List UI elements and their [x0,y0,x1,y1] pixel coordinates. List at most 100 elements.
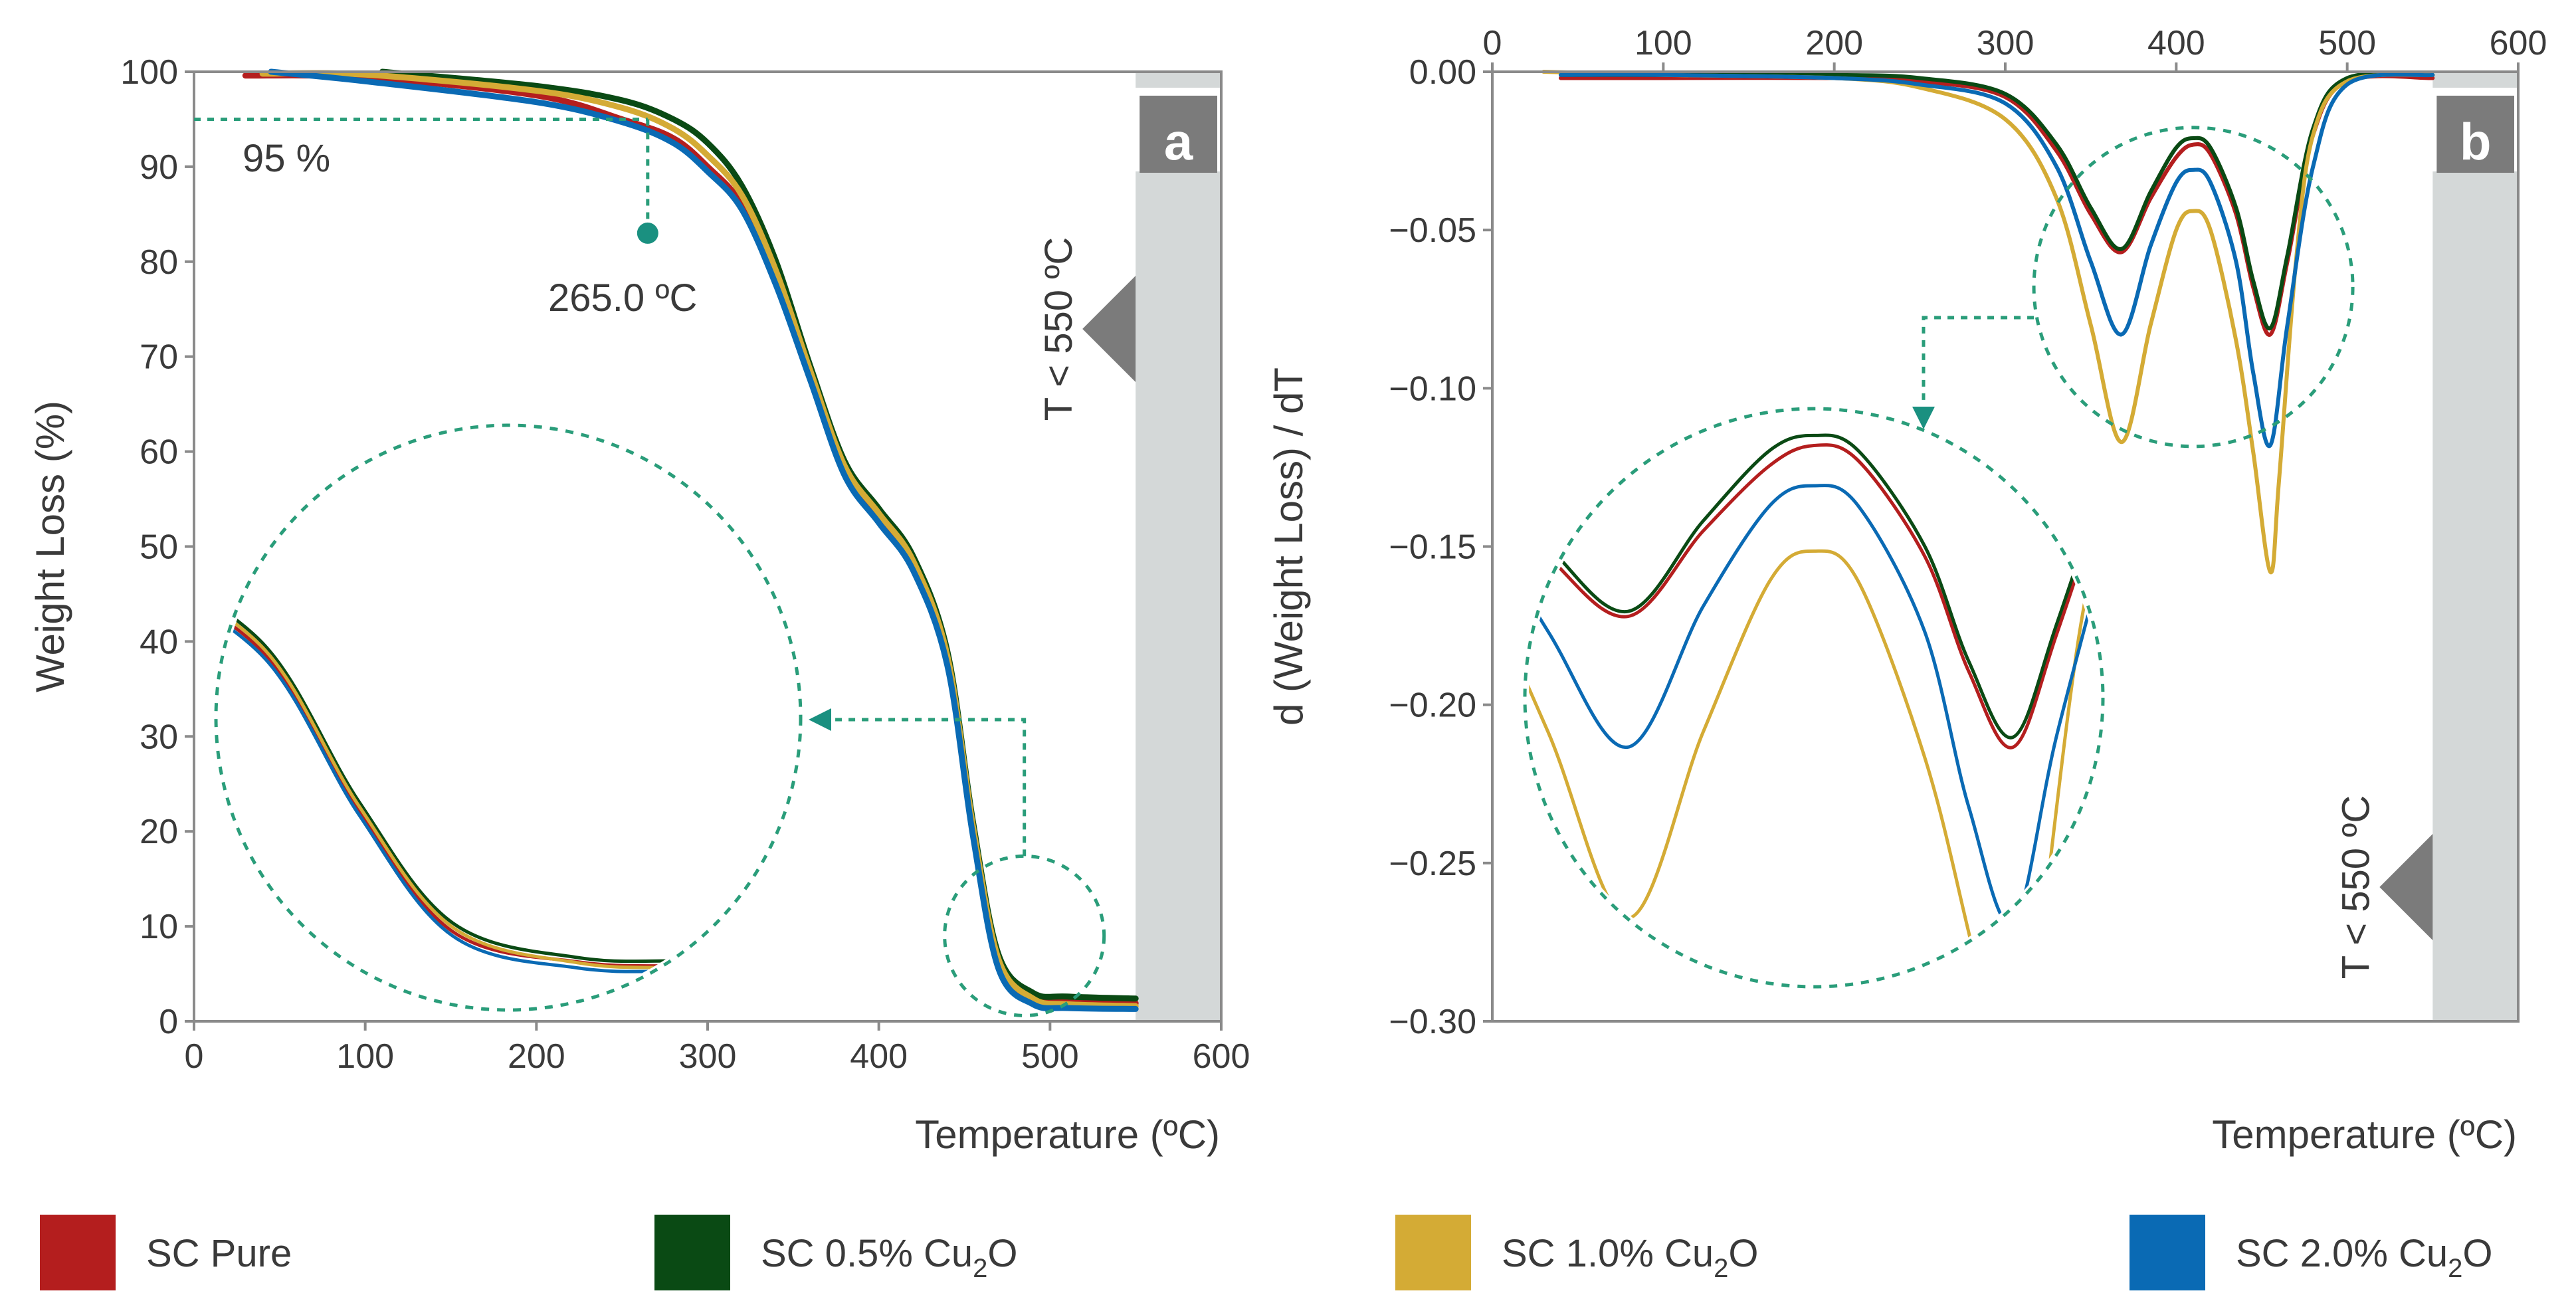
zoom-connector [821,718,1027,857]
zoom-connector [1922,316,2034,405]
x-tick-label: 100 [336,1037,394,1076]
x-tick-label: 200 [1805,24,1863,62]
panel-b-y-axis-label: d (Weight Loss) / dT [1266,367,1311,726]
high-temperature-band-top [2432,72,2518,88]
panel-letter-box [1139,96,1217,173]
panel-a-zoom-inset [214,423,803,1012]
x-tick-label: 100 [1635,24,1692,62]
legend-label-subscript: 2 [1714,1254,1728,1283]
zoom-circle [214,423,803,1012]
legend-label: SC Pure [146,1232,292,1275]
high-temperature-band [1136,171,1221,1021]
y-tick-label: 70 [140,338,178,377]
y-tick-label: 100 [120,53,178,92]
threshold-annotation: 95 % [243,137,330,180]
panel-b-region-label: T < 550 ºC [2334,795,2377,979]
zoom-arrowhead [809,708,831,731]
region-pointer [2379,834,2433,940]
onset-temperature-annotation: 265.0 ºC [548,276,697,320]
zoom-circle [1523,407,2105,989]
panel-a-letter-box [1082,96,1217,382]
series-line [1558,72,2435,449]
panel-b: 0 100 200 300 400 500 600 0.00 −0.05 −0.10 −0.15 −… [1266,24,2547,1157]
y-tick-label: −0.05 [1389,211,1476,250]
x-tick-label: 600 [2490,24,2547,62]
legend-label: SC 2.0% Cu2O [2236,1232,2493,1283]
x-tick-label: 0 [185,1037,204,1076]
legend-swatch [1395,1215,1471,1290]
x-tick-label: 300 [679,1037,737,1076]
zoom-source-circle [943,854,1106,1017]
y-tick-label: 20 [140,813,178,851]
legend-label-subscript: 2 [2448,1254,2462,1283]
legend-label: SC 1.0% Cu2O [1502,1232,1759,1283]
panel-b-y-ticks: 0.00 −0.05 −0.10 −0.15 −0.20 −0.25 −0.30 [1389,53,1492,1041]
x-tick-label: 500 [1021,1037,1079,1076]
zoom-series-line [1529,480,2099,926]
panel-a: 0 100 200 300 400 500 600 0 10 20 30 40 50 60 70 80 90 1… [28,53,1250,1157]
legend-label-suffix: O [987,1232,1017,1275]
x-tick-label: 300 [1977,24,2034,62]
legend-swatch [40,1215,116,1290]
panel-a-x-axis-label: Temperature (ºC) [915,1112,1220,1157]
y-tick-label: 0 [159,1003,178,1041]
x-tick-label: 400 [2147,24,2205,62]
legend-label-suffix: O [2462,1232,2492,1275]
panel-b-zoom-inset [1523,126,2355,989]
legend-label-suffix: O [1728,1232,1758,1275]
panel-letter-box [2436,96,2514,173]
panel-a-region-label: T < 550 ºC [1037,237,1080,421]
legend-label-main: SC 2.0% Cu [2236,1232,2448,1275]
panel-a-y-ticks: 0 10 20 30 40 50 60 70 80 90 100 [120,53,194,1041]
y-tick-label: 40 [140,623,178,661]
y-tick-label: 60 [140,433,178,472]
legend: SC Pure SC 0.5% Cu2O SC 1.0% Cu2O SC 2.0% C… [40,1215,2493,1290]
panel-a-series [242,68,1139,1012]
y-tick-label: −0.20 [1389,686,1476,725]
zoom-series-line [1529,430,2099,750]
panel-a-letter: a [1164,112,1193,171]
high-temperature-band [2432,171,2518,1021]
panel-a-y-axis-label: Weight Loss (%) [28,401,72,692]
x-tick-label: 500 [2318,24,2376,62]
legend-label-main: SC Pure [146,1232,292,1275]
legend-label-main: SC 0.5% Cu [761,1232,973,1275]
panel-b-x-ticks: 0 100 200 300 400 500 600 [1483,24,2547,72]
panel-b-series [1541,70,2435,575]
x-tick-label: 400 [850,1037,908,1076]
legend-label: SC 0.5% Cu2O [761,1232,1018,1283]
zoom-series-line [1529,419,2099,740]
y-tick-label: −0.25 [1389,845,1476,883]
panel-b-x-axis-label: Temperature (ºC) [2212,1112,2517,1157]
series-line [268,68,1139,1012]
y-tick-label: −0.15 [1389,528,1476,567]
legend-label-subscript: 2 [973,1254,987,1283]
zoom-source-circle [2032,126,2355,449]
x-tick-label: 600 [1193,1037,1250,1076]
y-tick-label: 80 [140,243,178,282]
panel-b-letter: b [2460,112,2492,171]
y-tick-label: 10 [140,908,178,946]
high-temperature-band-top [1136,72,1221,88]
onset-marker [637,222,658,244]
panel-a-shaded-region [1136,72,1221,1021]
panel-a-x-ticks: 0 100 200 300 400 500 600 [185,1021,1250,1076]
region-pointer [1082,276,1136,382]
x-tick-label: 200 [508,1037,565,1076]
y-tick-label: 50 [140,528,178,567]
panel-b-letter-box [2379,96,2514,940]
x-tick-label: 0 [1483,24,1502,62]
panel-b-shaded-region [2432,72,2518,1021]
y-tick-label: −0.10 [1389,369,1476,408]
y-tick-label: −0.30 [1389,1003,1476,1041]
legend-swatch [654,1215,730,1290]
panel-a-annotations [194,117,1106,1017]
series-line [1558,71,2435,331]
y-tick-label: 30 [140,718,178,756]
y-tick-label: 0.00 [1409,53,1476,92]
y-tick-label: 90 [140,148,178,187]
legend-label-main: SC 1.0% Cu [1502,1232,1714,1275]
zoom-arrowhead [1912,407,1935,429]
legend-swatch [2130,1215,2205,1290]
